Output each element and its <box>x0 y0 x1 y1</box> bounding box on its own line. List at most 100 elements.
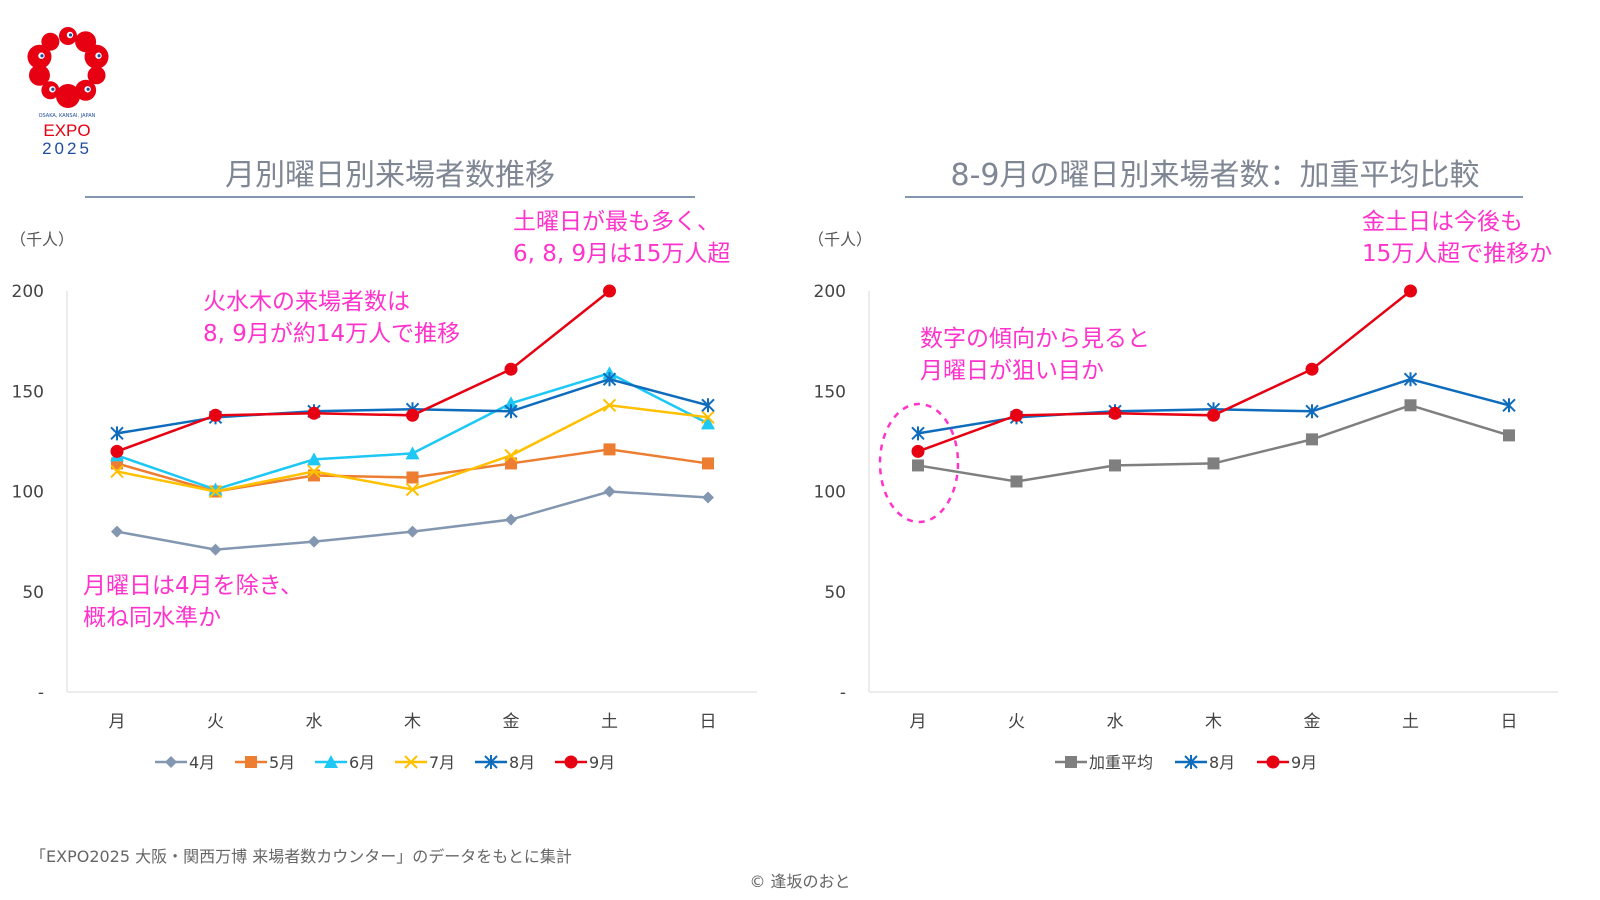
marker-square <box>912 459 924 472</box>
annotation-monday-target: 数字の傾向から見ると 月曜日が狙い目か <box>920 326 1150 384</box>
marker-circle <box>1207 408 1220 422</box>
y-tick-label: 100 <box>814 483 846 503</box>
y-tick-label: 200 <box>814 282 846 302</box>
right-chart-title: 8-9月の曜日別来場者数：加重平均比較 <box>950 158 1480 193</box>
marker-square <box>1109 459 1121 472</box>
x-tick-label: 日 <box>700 712 717 732</box>
annotation-midweek: 火水木の来場者数は 8, 9月が約14万人で推移 <box>203 289 461 347</box>
expo-logo-ring-icon <box>27 27 109 108</box>
x-tick-label: 火 <box>207 712 224 732</box>
marker-circle <box>911 444 925 458</box>
marker-star <box>504 404 518 419</box>
x-tick-label: 月 <box>910 712 927 732</box>
marker-x <box>307 464 321 479</box>
marker-star <box>1305 404 1319 419</box>
marker-star <box>1502 398 1516 413</box>
marker-star <box>911 426 925 441</box>
legend-label: 9月 <box>1291 753 1317 772</box>
expo-2025-logo: OSAKA, KANSAI, JAPAN EXPO 2025 <box>27 27 109 158</box>
y-tick-label: - <box>38 683 44 703</box>
logo-cell <box>28 64 50 86</box>
y-tick-label: 150 <box>12 382 44 402</box>
x-tick-label: 水 <box>1107 712 1124 732</box>
marker-square <box>603 443 616 456</box>
marker-square <box>1503 429 1515 442</box>
logo-pupil <box>68 33 73 37</box>
series-line <box>116 290 611 453</box>
marker-triangle <box>307 452 321 466</box>
marker-circle <box>1010 408 1023 422</box>
logo-cell <box>87 66 106 85</box>
marker-x <box>701 410 715 425</box>
marker-star <box>701 398 715 413</box>
x-tick-label: 日 <box>1501 712 1518 732</box>
marker-triangle <box>504 396 518 410</box>
x-tick-label: 木 <box>1205 712 1222 732</box>
marker-diamond <box>165 756 177 768</box>
y-tick-label: 200 <box>12 282 44 302</box>
y-tick-label: 150 <box>814 382 846 402</box>
marker-star <box>110 426 124 441</box>
legend-label: 加重平均 <box>1089 753 1153 772</box>
y-tick-label: 50 <box>824 583 846 603</box>
marker-triangle <box>405 446 420 460</box>
marker-x <box>208 484 223 499</box>
data-source-note: 「EXPO2025 大阪・関西万博 来場者数カウンター」のデータをもとに集計 <box>30 847 572 866</box>
marker-circle <box>110 444 124 458</box>
x-tick-label: 土 <box>601 712 618 732</box>
marker-diamond <box>505 513 517 526</box>
logo-pupil <box>97 54 101 58</box>
marker-star <box>484 755 498 769</box>
marker-diamond <box>308 535 320 548</box>
logo-pupil <box>86 87 90 91</box>
marker-triangle <box>701 416 715 430</box>
legend-label: 9月 <box>589 753 615 772</box>
marker-square <box>245 756 257 768</box>
marker-diamond <box>406 525 419 538</box>
marker-circle <box>603 284 616 298</box>
marker-circle <box>209 408 222 422</box>
x-tick-label: 金 <box>1304 712 1321 732</box>
marker-square <box>1306 433 1318 446</box>
legend-label: 8月 <box>1209 753 1235 772</box>
series-line <box>917 290 1412 453</box>
marker-x <box>405 482 420 497</box>
x-tick-label: 水 <box>306 712 323 732</box>
x-tick-label: 月 <box>109 712 126 732</box>
marker-star <box>1184 755 1198 769</box>
marker-square <box>1065 756 1077 768</box>
legend-label: 6月 <box>349 753 375 772</box>
marker-square <box>406 471 419 484</box>
marker-diamond <box>702 491 714 504</box>
marker-triangle <box>324 755 338 768</box>
marker-diamond <box>603 485 616 498</box>
marker-diamond <box>111 525 123 538</box>
legend-label: 8月 <box>509 753 535 772</box>
copyright: © 逢坂のおと <box>749 872 851 891</box>
marker-diamond <box>209 543 222 556</box>
marker-x <box>110 464 124 479</box>
logo-expo: EXPO <box>43 121 90 140</box>
marker-circle <box>504 362 518 376</box>
marker-circle <box>307 406 321 420</box>
marker-x <box>602 398 617 412</box>
marker-square <box>1010 475 1023 488</box>
marker-x <box>504 448 518 463</box>
y-tick-label: 100 <box>12 483 44 503</box>
x-tick-label: 土 <box>1402 712 1419 732</box>
x-tick-label: 金 <box>503 712 520 732</box>
left-title-underline <box>85 196 695 198</box>
marker-square <box>505 457 517 470</box>
monday-highlight-ellipse <box>878 402 960 524</box>
marker-square <box>702 457 714 470</box>
y-axis-unit-label: （千人） <box>808 230 872 249</box>
legend-label: 5月 <box>269 753 295 772</box>
right-title-underline <box>905 196 1523 198</box>
logo-cell <box>41 32 60 51</box>
marker-circle <box>1404 284 1417 298</box>
annotation-weekend: 金土日は今後も 15万人超で推移か <box>1362 209 1553 267</box>
left-chart-title: 月別曜日別来場者数推移 <box>225 158 555 193</box>
legend-label: 7月 <box>429 753 455 772</box>
marker-square <box>1207 457 1220 470</box>
